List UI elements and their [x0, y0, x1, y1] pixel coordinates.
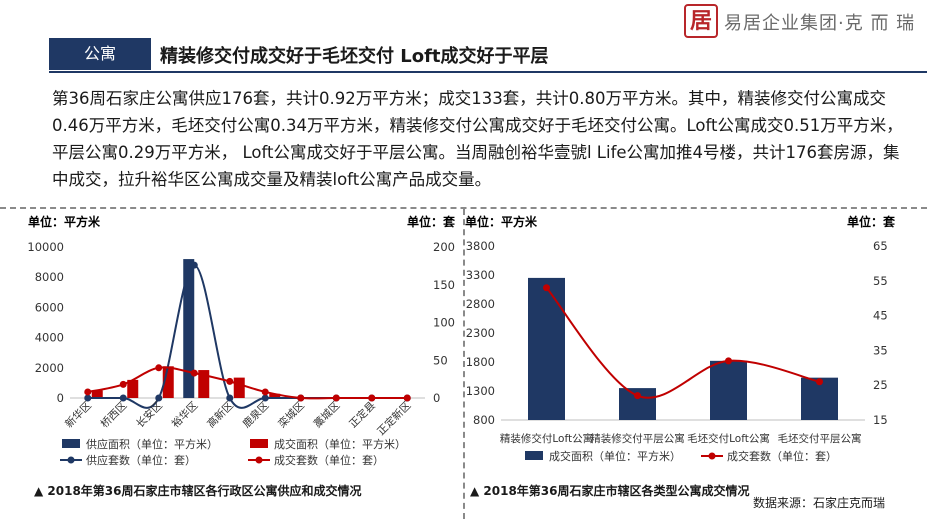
c1-point	[297, 394, 305, 402]
data-source: 数据来源：石家庄克而瑞	[753, 496, 886, 510]
logo-text: 易居企业集团·克 而 瑞	[724, 13, 916, 34]
c1-point	[84, 394, 92, 402]
c2-ytick: 3800	[466, 239, 495, 253]
c2-y2tick: 25	[873, 378, 888, 392]
c1-point	[261, 388, 269, 396]
c1-y2tick: 0	[433, 391, 440, 405]
c1-bar	[233, 377, 245, 398]
c2-y2tick: 35	[873, 343, 888, 357]
c1-ytick: 8000	[35, 270, 64, 284]
c2-xtick: 精装修交付平层公寓	[590, 432, 685, 445]
section-tag: 公寓	[49, 38, 151, 70]
c1-point	[226, 394, 234, 402]
c1-y2tick: 50	[433, 353, 448, 367]
c2-point	[725, 357, 732, 365]
c1-y2tick: 150	[433, 278, 455, 292]
c2-ytick: 800	[473, 413, 495, 427]
c1-bar	[198, 370, 210, 398]
c1-xtick: 正定新区	[374, 399, 413, 438]
c2-xtick: 毛坯交付平层公寓	[778, 432, 862, 445]
c1-point	[261, 394, 269, 402]
c1-xtick: 桥西区	[99, 400, 130, 431]
summary-paragraph: 第36周石家庄公寓供应176套，共计0.92万平方米；成交133套，共计0.80…	[52, 89, 903, 189]
c2-point	[816, 378, 823, 386]
c1-y2tick: 200	[433, 240, 455, 254]
c1-ytick: 10000	[27, 240, 64, 254]
c2-left-unit: 单位：平方米	[465, 214, 538, 229]
c2-ytick: 2300	[466, 326, 495, 340]
c1-point	[155, 364, 163, 372]
c1-point	[226, 377, 234, 385]
type-chart: 单位：平方米 单位：套 800 1300 1800 2300 2800 3300 3800 15 2…	[465, 214, 896, 463]
c1-line	[87, 366, 408, 400]
c1-legend-swatch	[250, 439, 268, 448]
c1-point	[190, 261, 198, 269]
c1-right-unit: 单位：套	[407, 214, 456, 229]
c1-xtick: 高新区	[204, 399, 235, 430]
vertical-divider	[463, 209, 465, 519]
c1-xtick: 鹿泉区	[240, 399, 271, 430]
c1-xtick: 正定县	[346, 399, 377, 430]
c1-point	[119, 394, 127, 402]
c2-point	[543, 284, 550, 292]
c1-legend-label: 成交面积（单位：平方米）	[274, 437, 406, 451]
c1-ytick: 6000	[35, 300, 64, 314]
c1-xtick: 栾城区	[275, 399, 306, 430]
district-chart: 单位：平方米 单位：套 0 2000 4000 6000 8000 10000 0 50 100 15…	[27, 214, 456, 467]
c2-bar	[710, 360, 747, 420]
c1-legend-label: 供应面积（单位：平方米）	[86, 437, 218, 451]
c1-bar	[127, 379, 139, 398]
c1-point	[332, 394, 340, 402]
c1-legend-point	[67, 456, 75, 464]
c2-legend-label: 成交面积（单位：平方米）	[549, 449, 681, 463]
c1-y2tick: 100	[433, 316, 455, 330]
c1-bar	[91, 390, 103, 398]
c1-xtick: 藁城区	[311, 399, 342, 430]
chart2-caption: ▲ 2018年第36周石家庄市辖区各类型公寓成交情况	[470, 484, 750, 498]
company-logo: 居 易居企业集团·克 而 瑞	[684, 4, 924, 38]
c1-ytick: 4000	[35, 331, 64, 345]
logo-seal-icon: 居	[684, 4, 718, 38]
c2-ytick: 1800	[466, 355, 495, 369]
horizontal-divider	[0, 207, 927, 209]
c1-point	[403, 394, 411, 402]
c2-right-unit: 单位：套	[847, 214, 896, 229]
c2-legend-swatch	[525, 451, 543, 460]
c1-point	[368, 394, 376, 402]
c1-bar	[269, 393, 281, 398]
c2-ytick: 1300	[466, 384, 495, 398]
c1-point	[84, 388, 92, 396]
c1-point	[190, 369, 198, 377]
c2-xtick: 毛坯交付Loft公寓	[687, 432, 770, 445]
c1-legend-swatch	[62, 439, 80, 448]
c1-ytick: 0	[57, 391, 64, 405]
c1-legend-point	[255, 456, 263, 464]
c2-legend-point	[708, 452, 716, 460]
c2-ytick: 3300	[466, 268, 495, 282]
c2-point	[634, 392, 641, 400]
c1-bar	[162, 366, 174, 398]
c2-xtick: 精装修交付Loft公寓	[500, 432, 593, 445]
c2-legend-label: 成交套数（单位：套）	[727, 449, 837, 463]
c1-left-unit: 单位：平方米	[28, 214, 101, 229]
c2-y2tick: 55	[873, 274, 888, 288]
c2-bar	[528, 277, 565, 420]
c2-y2tick: 15	[873, 413, 888, 427]
c2-y2tick: 45	[873, 309, 888, 323]
c2-line	[545, 287, 820, 399]
c1-xtick: 裕华区	[169, 399, 200, 430]
chart1-caption: ▲ 2018年第36周石家庄市辖区各行政区公寓供应和成交情况	[34, 484, 362, 498]
c1-ytick: 2000	[35, 361, 64, 375]
title-underline	[49, 71, 927, 73]
c1-legend-label: 成交套数（单位：套）	[274, 453, 384, 467]
c1-point	[155, 394, 163, 402]
c1-legend-label: 供应套数（单位：套）	[86, 453, 196, 467]
page-title: 精装修交付成交好于毛坯交付 Loft成交好于平层	[160, 46, 549, 67]
c1-bar	[183, 259, 195, 398]
c2-y2tick: 65	[873, 239, 888, 253]
c1-point	[119, 380, 127, 388]
c1-xtick: 新华区	[62, 399, 93, 430]
c2-ytick: 2800	[466, 297, 495, 311]
